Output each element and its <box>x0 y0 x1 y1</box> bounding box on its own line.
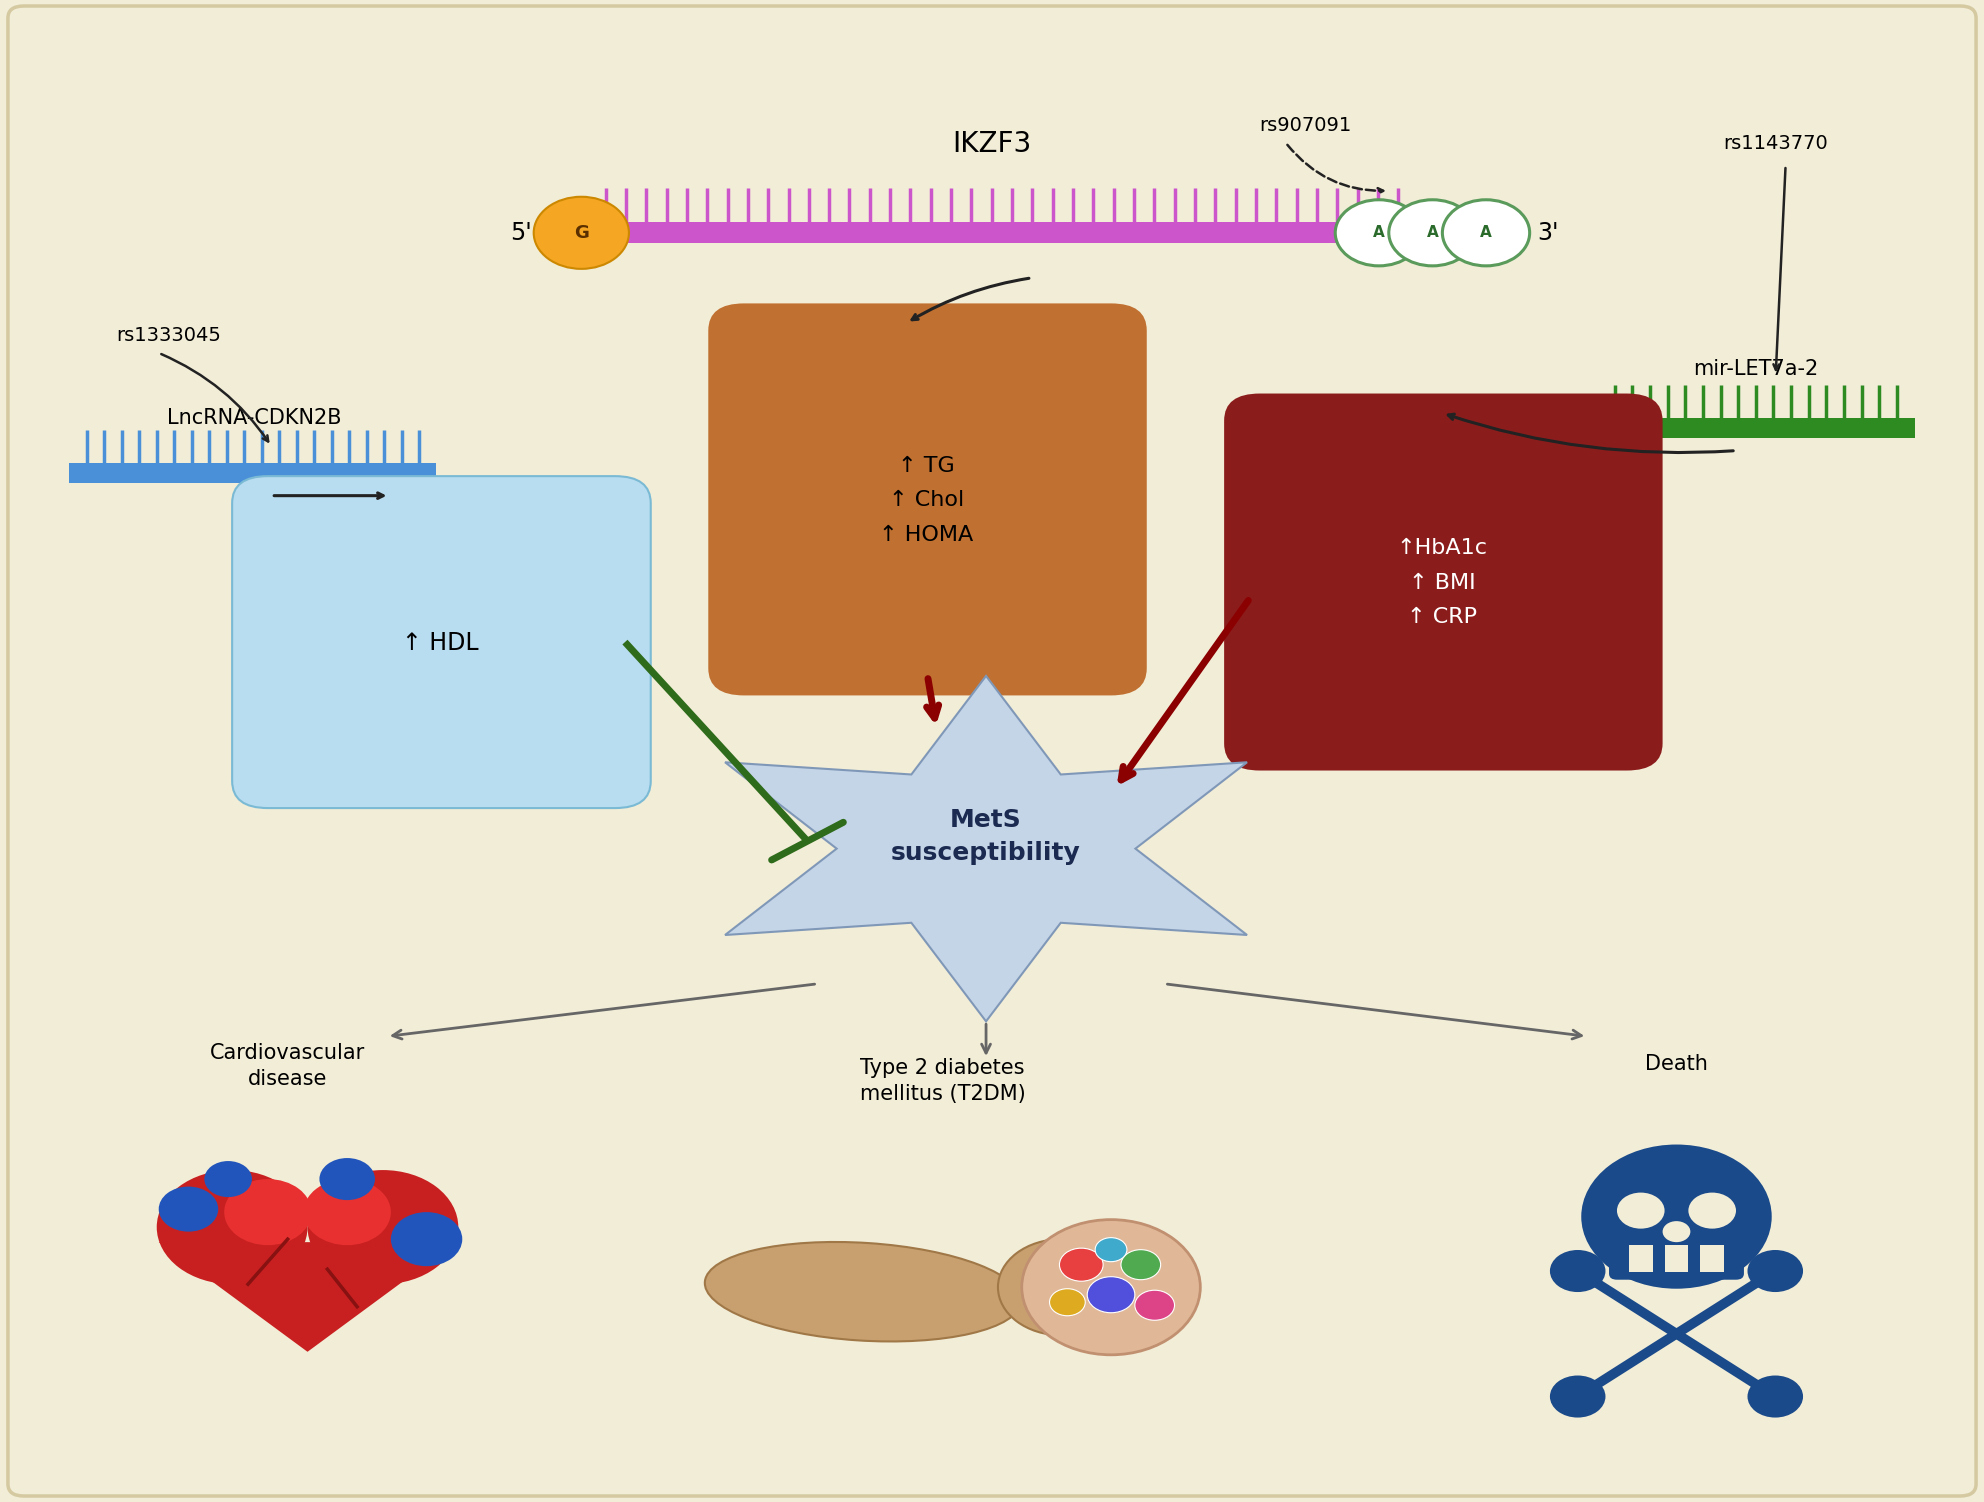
Circle shape <box>1050 1289 1085 1316</box>
Circle shape <box>308 1170 458 1284</box>
Circle shape <box>304 1179 391 1245</box>
Text: Type 2 diabetes
mellitus (T2DM): Type 2 diabetes mellitus (T2DM) <box>859 1057 1026 1104</box>
Bar <box>1629 1245 1653 1272</box>
Polygon shape <box>724 676 1248 1021</box>
Bar <box>1665 1245 1688 1272</box>
Circle shape <box>1550 1376 1605 1418</box>
Text: rs907091: rs907091 <box>1260 116 1351 135</box>
Text: 5': 5' <box>510 221 532 245</box>
Circle shape <box>1087 1277 1135 1313</box>
Circle shape <box>319 1158 375 1200</box>
Text: A: A <box>1480 225 1492 240</box>
Text: IKZF3: IKZF3 <box>952 129 1032 158</box>
Circle shape <box>1617 1193 1665 1229</box>
Bar <box>1700 1245 1724 1272</box>
Circle shape <box>159 1187 218 1232</box>
Circle shape <box>534 197 629 269</box>
Text: rs1333045: rs1333045 <box>117 326 220 345</box>
Bar <box>69 463 436 482</box>
Bar <box>585 222 1419 243</box>
Circle shape <box>1442 200 1530 266</box>
Circle shape <box>998 1239 1125 1335</box>
Circle shape <box>157 1170 308 1284</box>
Text: 3': 3' <box>1538 221 1559 245</box>
Text: ↑HbA1c
↑ BMI
↑ CRP: ↑HbA1c ↑ BMI ↑ CRP <box>1397 538 1488 628</box>
Ellipse shape <box>704 1242 1022 1341</box>
Text: G: G <box>573 224 589 242</box>
Circle shape <box>1389 200 1476 266</box>
Circle shape <box>1095 1238 1127 1262</box>
Circle shape <box>1135 1290 1175 1320</box>
FancyBboxPatch shape <box>1609 1226 1744 1280</box>
Text: LncRNA-CDKN2B: LncRNA-CDKN2B <box>167 409 341 428</box>
Circle shape <box>204 1161 252 1197</box>
Polygon shape <box>159 1242 456 1352</box>
Text: Cardiovascular
disease: Cardiovascular disease <box>210 1042 365 1089</box>
Circle shape <box>1121 1250 1161 1280</box>
Circle shape <box>1663 1221 1690 1242</box>
Circle shape <box>1748 1376 1803 1418</box>
Text: A: A <box>1426 225 1438 240</box>
Circle shape <box>1022 1220 1200 1355</box>
Bar <box>1597 418 1915 439</box>
Text: mir-LET7a-2: mir-LET7a-2 <box>1692 359 1819 379</box>
Circle shape <box>224 1179 311 1245</box>
FancyBboxPatch shape <box>8 6 1976 1496</box>
Text: ↑ HDL: ↑ HDL <box>403 631 478 655</box>
Circle shape <box>1581 1145 1772 1289</box>
Text: A: A <box>1373 225 1385 240</box>
Circle shape <box>1059 1248 1103 1281</box>
Circle shape <box>1335 200 1423 266</box>
Text: ↑ TG
↑ Chol
↑ HOMA: ↑ TG ↑ Chol ↑ HOMA <box>879 455 974 545</box>
Text: MetS
susceptibility: MetS susceptibility <box>891 808 1081 865</box>
Text: rs1143770: rs1143770 <box>1724 134 1827 153</box>
Text: Death: Death <box>1645 1054 1708 1074</box>
FancyBboxPatch shape <box>1224 394 1663 771</box>
Circle shape <box>1550 1250 1605 1292</box>
Circle shape <box>391 1212 462 1266</box>
Circle shape <box>1688 1193 1736 1229</box>
Circle shape <box>1748 1250 1803 1292</box>
FancyBboxPatch shape <box>232 476 651 808</box>
FancyBboxPatch shape <box>708 303 1147 695</box>
